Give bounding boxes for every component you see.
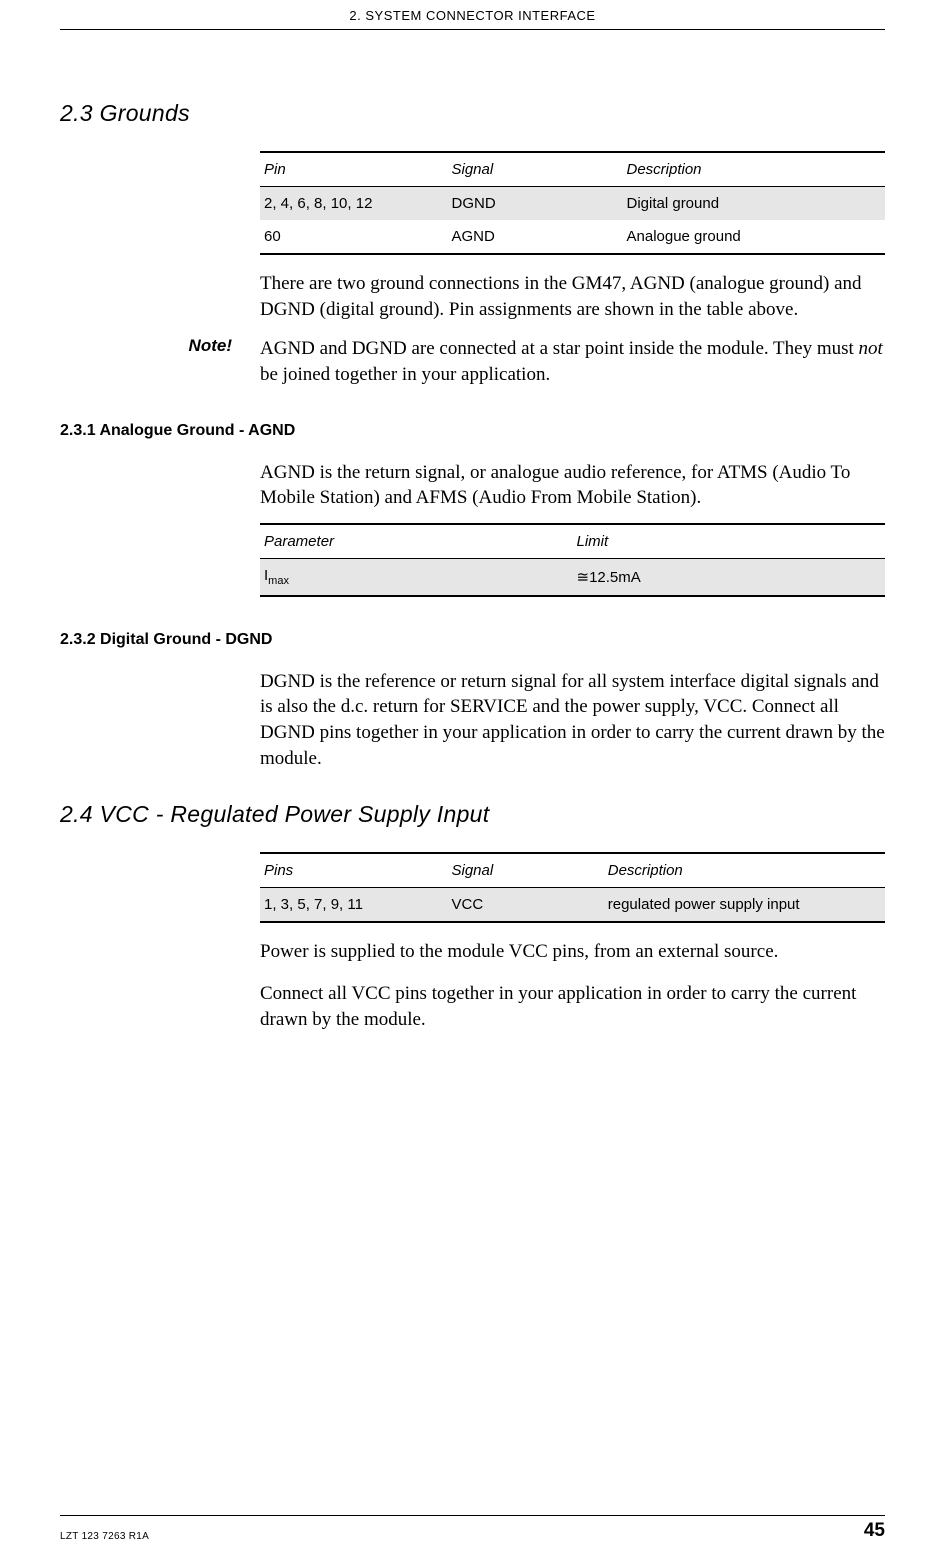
table-header-row: Pins Signal Description: [260, 853, 885, 888]
th-signal: Signal: [448, 853, 604, 888]
table-header-row: Pin Signal Description: [260, 152, 885, 187]
grounds-table: Pin Signal Description 2, 4, 6, 8, 10, 1…: [260, 151, 885, 255]
table-row: 1, 3, 5, 7, 9, 11 VCC regulated power su…: [260, 888, 885, 923]
section-2-3-title: 2.3 Grounds: [60, 100, 885, 127]
section-2-4-body: Pins Signal Description 1, 3, 5, 7, 9, 1…: [260, 852, 885, 1032]
note-post: be joined together in your application.: [260, 364, 550, 385]
cell-desc: Digital ground: [623, 187, 886, 221]
section-2-4-title: 2.4 VCC - Regulated Power Supply Input: [60, 801, 885, 828]
section-2-3-2-para: DGND is the reference or return signal f…: [260, 669, 885, 772]
footer-row: LZT 123 7263 R1A 45: [60, 1520, 885, 1542]
cell-desc: regulated power supply input: [604, 888, 885, 923]
section-2-4-para2: Connect all VCC pins together in your ap…: [260, 981, 885, 1032]
note-em: not: [859, 338, 883, 359]
section-2-4-para1: Power is supplied to the module VCC pins…: [260, 939, 885, 965]
footer-rule: [60, 1515, 885, 1516]
note-pre: AGND and DGND are connected at a star po…: [260, 338, 859, 359]
section-2-3-1-title: 2.3.1 Analogue Ground - AGND: [60, 422, 885, 440]
th-desc: Description: [604, 853, 885, 888]
th-pins: Pins: [260, 853, 448, 888]
vcc-table: Pins Signal Description 1, 3, 5, 7, 9, 1…: [260, 852, 885, 923]
th-signal: Signal: [448, 152, 623, 187]
note-block: Note! AGND and DGND are connected at a s…: [60, 336, 885, 387]
table-row: 2, 4, 6, 8, 10, 12 DGND Digital ground: [260, 187, 885, 221]
cell-pin: 2, 4, 6, 8, 10, 12: [260, 187, 448, 221]
page-number: 45: [864, 1520, 885, 1542]
th-desc: Description: [623, 152, 886, 187]
cell-pin: 60: [260, 220, 448, 254]
agnd-table: Parameter Limit Imax ≅12.5mA: [260, 523, 885, 597]
section-2-3-body: Pin Signal Description 2, 4, 6, 8, 10, 1…: [260, 151, 885, 322]
content-area: 2.3 Grounds Pin Signal Description: [60, 30, 885, 1032]
param-sub: max: [268, 575, 289, 587]
section-2-3-1-body: AGND is the return signal, or analogue a…: [260, 460, 885, 597]
cell-desc: Analogue ground: [623, 220, 886, 254]
th-limit: Limit: [573, 524, 886, 559]
cell-signal: DGND: [448, 187, 623, 221]
note-label: Note!: [60, 336, 260, 387]
section-2-3-2-body: DGND is the reference or return signal f…: [260, 669, 885, 772]
cell-limit: ≅12.5mA: [573, 558, 886, 596]
table-row: 60 AGND Analogue ground: [260, 220, 885, 254]
doc-id: LZT 123 7263 R1A: [60, 1531, 149, 1542]
cell-signal: AGND: [448, 220, 623, 254]
running-header: 2. SYSTEM CONNECTOR INTERFACE: [60, 0, 885, 29]
cell-parameter: Imax: [260, 558, 573, 596]
cell-pins: 1, 3, 5, 7, 9, 11: [260, 888, 448, 923]
section-2-3-2-title: 2.3.2 Digital Ground - DGND: [60, 631, 885, 649]
section-2-3-para1: There are two ground connections in the …: [260, 271, 885, 322]
note-text: AGND and DGND are connected at a star po…: [260, 336, 885, 387]
section-2-3-1-para: AGND is the return signal, or analogue a…: [260, 460, 885, 511]
table-header-row: Parameter Limit: [260, 524, 885, 559]
page-footer: LZT 123 7263 R1A 45: [60, 1515, 885, 1542]
th-pin: Pin: [260, 152, 448, 187]
th-parameter: Parameter: [260, 524, 573, 559]
table-row: Imax ≅12.5mA: [260, 558, 885, 596]
page: 2. SYSTEM CONNECTOR INTERFACE 2.3 Ground…: [0, 0, 945, 1562]
cell-signal: VCC: [448, 888, 604, 923]
